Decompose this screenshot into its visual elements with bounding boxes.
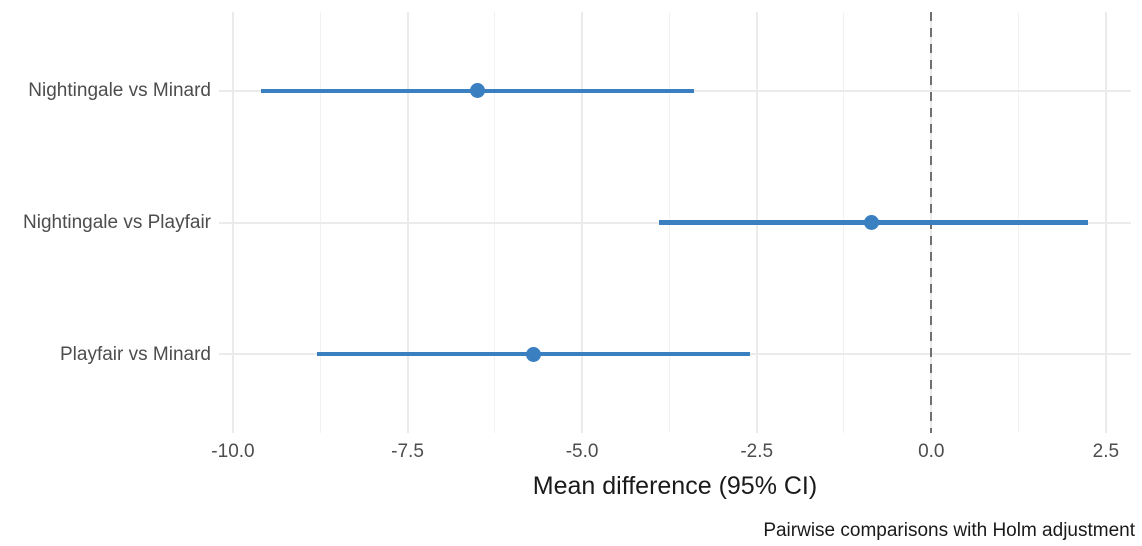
y-axis-label: Nightingale vs Playfair bbox=[23, 212, 211, 233]
x-axis-tick-label: -10.0 bbox=[211, 441, 255, 462]
x-axis-title: Mean difference (95% CI) bbox=[532, 472, 818, 500]
mean-point bbox=[864, 215, 880, 230]
y-axis-label: Playfair vs Minard bbox=[60, 343, 211, 365]
x-axis-tick-label: 0.0 bbox=[918, 441, 945, 462]
x-axis-tick-label: -2.5 bbox=[740, 441, 774, 462]
mean-point bbox=[525, 346, 541, 362]
plot-caption: Pairwise comparisons with Holm adjustmen… bbox=[763, 520, 1135, 541]
y-axis-label: Nightingale vs Minard bbox=[28, 80, 211, 102]
mean-point bbox=[469, 83, 485, 99]
x-axis-tick-label: 2.5 bbox=[1092, 441, 1120, 462]
x-axis-tick-label: -7.5 bbox=[391, 441, 424, 462]
x-axis-tick-label: -5.0 bbox=[565, 441, 599, 462]
